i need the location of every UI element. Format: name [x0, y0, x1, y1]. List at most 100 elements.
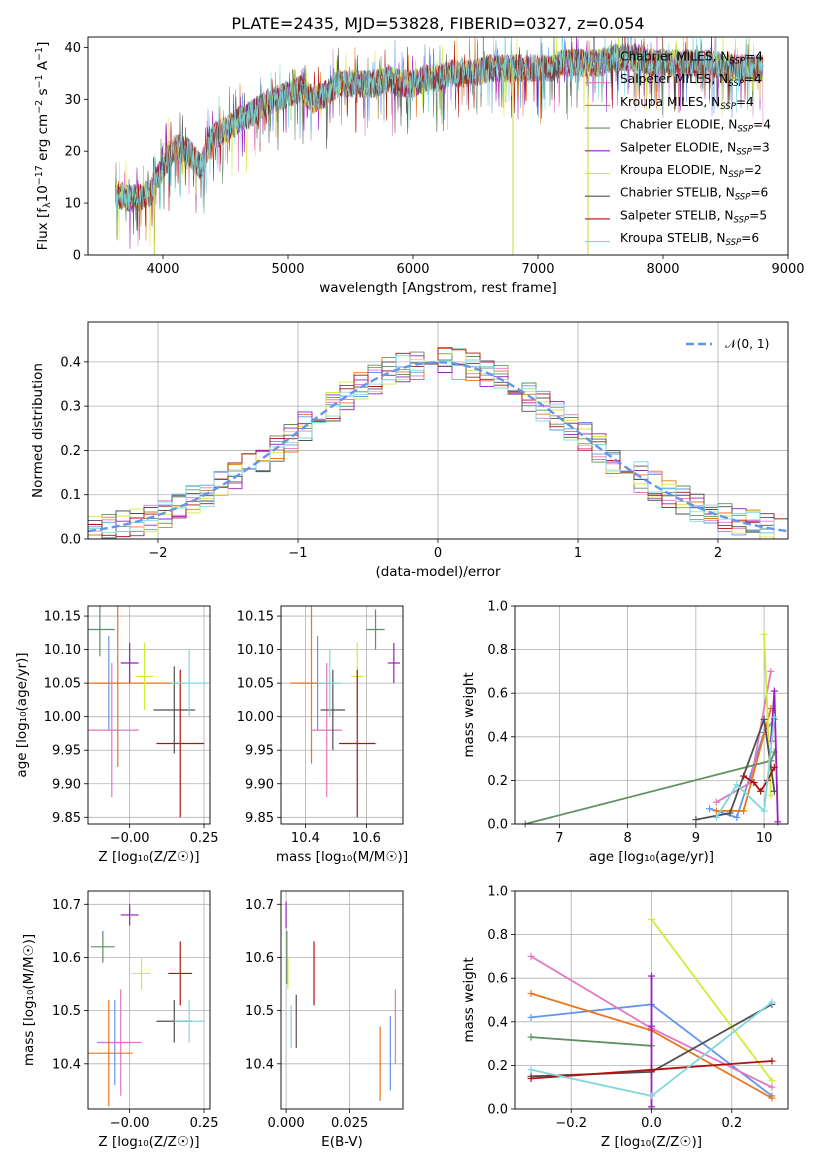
x-tick-label: −2: [148, 546, 167, 561]
errorbar-point: [88, 1000, 133, 1107]
weight-line: [531, 1036, 652, 1047]
mass-vs-EBV-panel: 0.000 0.025 10.4 10.5 10.6 10.7 E(B-V): [245, 890, 404, 1150]
y-tick-label: 9.95: [52, 744, 81, 759]
legend-label: Kroupa STELIB, NSSP=6: [620, 231, 759, 248]
y-tick-label: 0.0: [487, 1103, 508, 1118]
x-tick-label: 0.25: [190, 831, 219, 846]
x-tick-label: 6000: [396, 262, 429, 277]
spectrum-legend: Chabrier MILES, NSSP=4 Salpeter MILES, NS…: [585, 50, 771, 248]
residual-histogram: [88, 347, 788, 538]
legend-label: Salpeter MILES, NSSP=4: [620, 72, 762, 89]
y-tick-label: 9.90: [52, 777, 81, 792]
x-tick-label: −1: [288, 546, 307, 561]
y-tick-label: 0.6: [487, 972, 508, 987]
weight-vs-age-panel: 7 8 9 10 0.0 0.2 0.4 0.6 0.8 1.0 age [log₁₀(age/yr…: [461, 600, 789, 865]
errorbar-point: [317, 649, 342, 717]
weight-line: [763, 634, 772, 796]
errorbar-point: [88, 606, 115, 657]
errorbar-point: [366, 609, 385, 650]
y-tick-label: 0.8: [487, 928, 508, 943]
y-tick-label: 40: [64, 41, 81, 56]
y-tick-label: 10.4: [245, 1057, 274, 1072]
y-tick-label: 10.05: [237, 677, 274, 692]
legend-label: Kroupa ELODIE, NSSP=2: [620, 163, 762, 180]
axes-frame: [280, 605, 404, 825]
y-tick-label: 10.4: [52, 1057, 81, 1072]
legend-label: Chabrier ELODIE, NSSP=4: [620, 118, 771, 135]
residual-histogram: [88, 355, 788, 534]
errorbar-point: [88, 606, 184, 767]
y-tick-label: 0.4: [487, 730, 508, 745]
y-tick-label: 10: [64, 197, 81, 212]
figure-title: PLATE=2435, MJD=53828, FIBERID=0327, z=0…: [231, 14, 644, 33]
y-tick-label: 10.00: [44, 710, 81, 725]
y-tick-label: 0.2: [487, 1059, 508, 1074]
errorbar-point: [387, 642, 400, 684]
x-tick-label: 9000: [771, 262, 804, 277]
errorbar-point: [156, 669, 205, 818]
y-axis-label: mass [log₁₀(M/M☉)]: [21, 934, 37, 1066]
errorbar-point: [311, 663, 342, 798]
age-vs-Z-panel: −0.00 0.25 9.85 9.90 9.95 10.00 10.05 10.10 10.1…: [14, 605, 219, 865]
spectrum-line: [115, 37, 764, 217]
residual-histogram: [88, 360, 788, 539]
y-tick-label: 10.15: [237, 610, 274, 625]
y-tick-label: 9.85: [245, 811, 274, 826]
mass-vs-Z-panel: −0.00 0.25 10.4 10.5 10.6 10.7 Z [log₁₀(Z/Z☉)]…: [21, 890, 219, 1150]
legend-label: Salpeter ELODIE, NSSP=3: [620, 140, 770, 157]
axes-frame: [87, 321, 789, 540]
weight-line: [695, 719, 776, 821]
y-tick-label: 10.5: [245, 1004, 274, 1019]
y-tick-label: 0.6: [487, 687, 508, 702]
y-tick-label: 0.3: [60, 400, 81, 415]
normal-curve: [88, 361, 788, 533]
axes-frame: [87, 890, 211, 1110]
axes-frame: [514, 605, 789, 825]
y-axis-label: Flux [fλ10−17 erg cm−2 s−1 A−1]: [34, 42, 53, 251]
axes-frame: [87, 36, 789, 256]
y-tick-label: 10.7: [245, 898, 274, 913]
errorbar-point: [132, 957, 151, 990]
x-tick-label: 8: [623, 831, 631, 846]
axes-frame: [280, 890, 404, 1110]
errorbar-point: [171, 649, 208, 717]
x-axis-label: wavelength [Angstrom, rest frame]: [319, 280, 557, 296]
errorbar-point: [99, 989, 142, 1096]
x-tick-label: 7000: [521, 262, 554, 277]
y-tick-label: 0.2: [60, 444, 81, 459]
errorbar-point: [135, 642, 154, 710]
y-tick-label: 0.2: [487, 774, 508, 789]
axes-frame: [87, 605, 211, 825]
y-tick-label: 9.85: [52, 811, 81, 826]
errorbar-point: [153, 666, 196, 754]
y-tick-label: 1.0: [487, 885, 508, 900]
x-axis-label: Z [log₁₀(Z/Z☉)]: [98, 849, 199, 865]
legend-label: Chabrier MILES, NSSP=4: [620, 50, 763, 67]
age-vs-mass-panel: 10.4 10.6 9.85 9.90 9.95 10.00 10.05 10.10 10.15…: [237, 605, 408, 865]
y-tick-label: 10.5: [52, 1004, 81, 1019]
weight-line: [715, 717, 776, 818]
y-tick-label: 0.4: [487, 1015, 508, 1030]
x-tick-label: −0.2: [555, 1116, 587, 1131]
x-tick-label: 0.000: [267, 1116, 304, 1131]
weight-vs-Z-panel: −0.2 0.0 0.2 0.0 0.2 0.4 0.6 0.8 1.0 Z [log₁₀(Z/Z…: [461, 885, 789, 1150]
x-tick-label: 1: [574, 546, 582, 561]
y-tick-label: 10.7: [52, 898, 81, 913]
x-tick-label: 0: [434, 546, 442, 561]
x-tick-label: 9: [692, 831, 700, 846]
y-tick-label: 1.0: [487, 600, 508, 615]
x-tick-label: −0.00: [110, 1116, 150, 1131]
errorbar-point: [320, 669, 346, 751]
x-tick-label: 4000: [146, 262, 179, 277]
x-tick-label: 0.025: [331, 1116, 368, 1131]
spectrum-panel: 4000 5000 6000 7000 8000 9000 0 10 20 30 40 wavelen…: [34, 36, 805, 296]
y-tick-label: 9.90: [245, 777, 274, 792]
x-tick-label: 0.25: [190, 1116, 219, 1131]
x-axis-label: mass [log₁₀(M/M☉)]: [276, 849, 408, 865]
x-axis-label: age [log₁₀(age/yr)]: [589, 849, 714, 865]
x-tick-label: 2: [714, 546, 722, 561]
errorbar-point: [120, 904, 139, 926]
errorbar-point: [88, 663, 139, 798]
x-tick-label: 7: [555, 831, 563, 846]
